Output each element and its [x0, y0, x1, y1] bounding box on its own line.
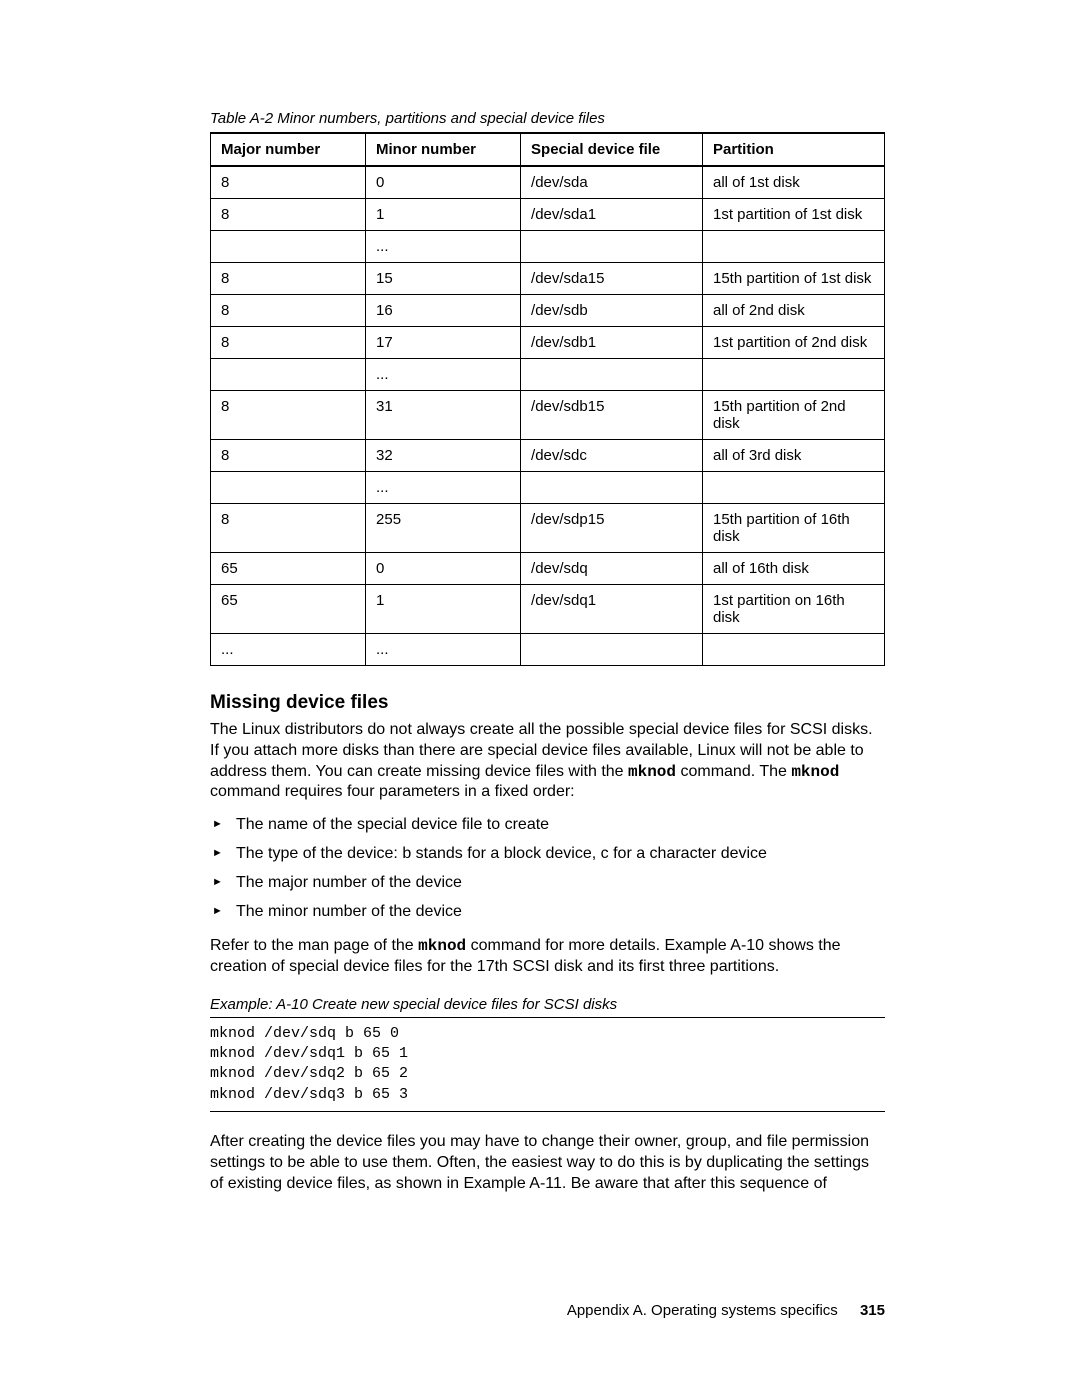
col-major: Major number: [211, 133, 366, 166]
table-row: 81/dev/sda11st partition of 1st disk: [211, 199, 885, 231]
page-footer: Appendix A. Operating systems specifics …: [567, 1302, 885, 1319]
table-cell: /dev/sdc: [521, 440, 703, 472]
table-cell: /dev/sdb1: [521, 327, 703, 359]
table-cell: /dev/sdp15: [521, 504, 703, 553]
table-caption: Table A-2 Minor numbers, partitions and …: [210, 110, 885, 127]
example-rule-bottom: [210, 1111, 885, 1112]
page-number: 315: [860, 1302, 885, 1319]
table-cell: 32: [366, 440, 521, 472]
table-cell: 1st partition of 2nd disk: [703, 327, 885, 359]
table-cell: 16: [366, 295, 521, 327]
table-cell: [703, 231, 885, 263]
table-cell: [521, 472, 703, 504]
table-cell: 8: [211, 199, 366, 231]
table-row: ...: [211, 472, 885, 504]
para1-text-c: command requires four parameters in a fi…: [210, 783, 575, 800]
table-cell: ...: [366, 472, 521, 504]
table-row: ...: [211, 231, 885, 263]
table-cell: /dev/sdb15: [521, 391, 703, 440]
table-cell: ...: [366, 634, 521, 666]
col-partition: Partition: [703, 133, 885, 166]
example-caption: Example: A-10 Create new special device …: [210, 996, 885, 1013]
device-table: Major number Minor number Special device…: [210, 132, 885, 666]
paragraph-2: Refer to the man page of the mknod comma…: [210, 936, 885, 978]
list-item: The type of the device: b stands for a b…: [210, 844, 885, 865]
table-cell: /dev/sdq1: [521, 585, 703, 634]
table-cell: 8: [211, 166, 366, 199]
col-minor: Minor number: [366, 133, 521, 166]
col-device-file: Special device file: [521, 133, 703, 166]
paragraph-1: The Linux distributors do not always cre…: [210, 720, 885, 803]
mknod-cmd-1: mknod: [628, 763, 676, 781]
table-cell: 0: [366, 166, 521, 199]
table-cell: 65: [211, 585, 366, 634]
table-cell: [521, 634, 703, 666]
table-cell: 8: [211, 295, 366, 327]
table-cell: 31: [366, 391, 521, 440]
table-cell: /dev/sda1: [521, 199, 703, 231]
table-cell: all of 16th disk: [703, 553, 885, 585]
table-cell: [211, 231, 366, 263]
table-cell: /dev/sda15: [521, 263, 703, 295]
mknod-cmd-2: mknod: [791, 763, 839, 781]
table-row: 832/dev/sdcall of 3rd disk: [211, 440, 885, 472]
table-cell: all of 2nd disk: [703, 295, 885, 327]
table-cell: all of 3rd disk: [703, 440, 885, 472]
paragraph-3: After creating the device files you may …: [210, 1132, 885, 1194]
table-cell: 65: [211, 553, 366, 585]
table-cell: 8: [211, 440, 366, 472]
list-item: The name of the special device file to c…: [210, 815, 885, 836]
table-cell: 17: [366, 327, 521, 359]
table-cell: [211, 359, 366, 391]
table-cell: [521, 231, 703, 263]
table-cell: ...: [211, 634, 366, 666]
table-cell: 1: [366, 585, 521, 634]
table-row: 816/dev/sdball of 2nd disk: [211, 295, 885, 327]
footer-text: Appendix A. Operating systems specifics: [567, 1302, 838, 1319]
code-block: mknod /dev/sdq b 65 0 mknod /dev/sdq1 b …: [210, 1018, 885, 1111]
table-cell: 255: [366, 504, 521, 553]
list-item: The minor number of the device: [210, 902, 885, 923]
table-cell: 0: [366, 553, 521, 585]
table-cell: [703, 359, 885, 391]
table-cell: 1st partition of 1st disk: [703, 199, 885, 231]
table-cell: [211, 472, 366, 504]
table-cell: 8: [211, 391, 366, 440]
table-cell: /dev/sdq: [521, 553, 703, 585]
mknod-cmd-3: mknod: [418, 937, 466, 955]
table-cell: 8: [211, 263, 366, 295]
table-row: 651/dev/sdq11st partition on 16th disk: [211, 585, 885, 634]
table-cell: 8: [211, 504, 366, 553]
table-row: 815/dev/sda1515th partition of 1st disk: [211, 263, 885, 295]
table-cell: /dev/sda: [521, 166, 703, 199]
table-row: 650/dev/sdqall of 16th disk: [211, 553, 885, 585]
table-cell: 15: [366, 263, 521, 295]
table-cell: 15th partition of 2nd disk: [703, 391, 885, 440]
table-cell: 1: [366, 199, 521, 231]
table-row: 817/dev/sdb11st partition of 2nd disk: [211, 327, 885, 359]
table-cell: [703, 634, 885, 666]
table-row: ......: [211, 634, 885, 666]
table-cell: 15th partition of 16th disk: [703, 504, 885, 553]
table-cell: /dev/sdb: [521, 295, 703, 327]
table-cell: 8: [211, 327, 366, 359]
table-cell: all of 1st disk: [703, 166, 885, 199]
list-item: The major number of the device: [210, 873, 885, 894]
table-row: ...: [211, 359, 885, 391]
para2-text-a: Refer to the man page of the: [210, 937, 418, 954]
table-cell: [521, 359, 703, 391]
bullet-list: The name of the special device file to c…: [210, 815, 885, 922]
section-heading: Missing device files: [210, 692, 885, 714]
para1-text-b: command. The: [676, 763, 791, 780]
table-cell: 1st partition on 16th disk: [703, 585, 885, 634]
table-cell: ...: [366, 231, 521, 263]
table-cell: [703, 472, 885, 504]
table-cell: ...: [366, 359, 521, 391]
table-header-row: Major number Minor number Special device…: [211, 133, 885, 166]
table-cell: 15th partition of 1st disk: [703, 263, 885, 295]
table-row: 831/dev/sdb1515th partition of 2nd disk: [211, 391, 885, 440]
table-row: 80/dev/sdaall of 1st disk: [211, 166, 885, 199]
table-row: 8255/dev/sdp1515th partition of 16th dis…: [211, 504, 885, 553]
